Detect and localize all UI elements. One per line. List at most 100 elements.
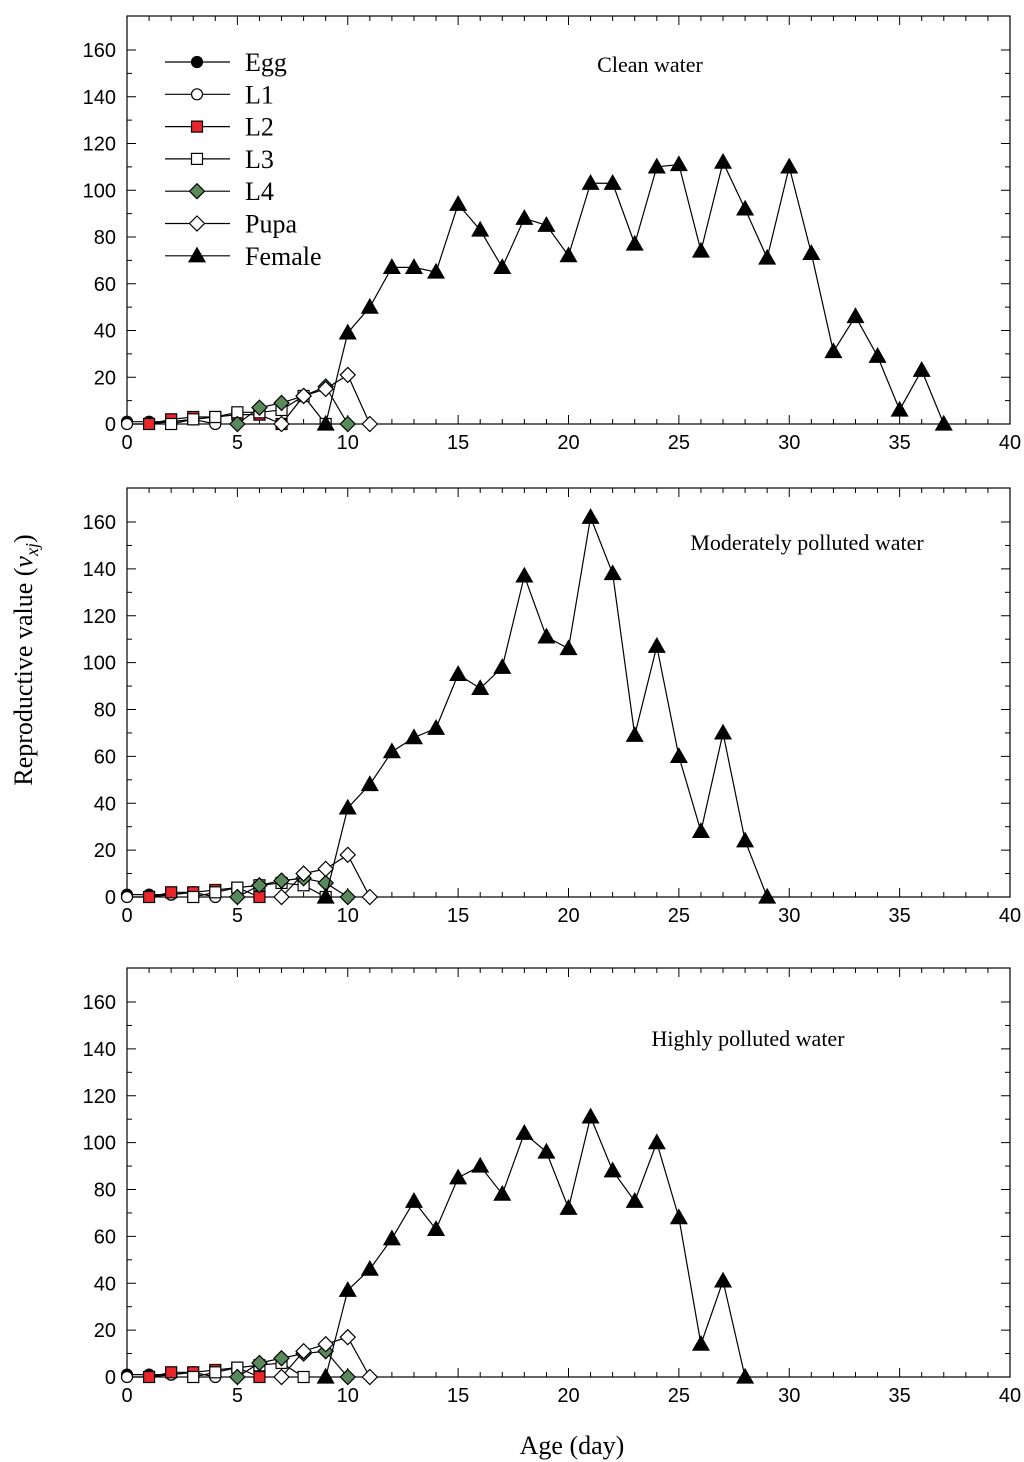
data-point-female — [449, 195, 468, 211]
x-tick-label: 15 — [447, 1385, 469, 1407]
data-point-pupa — [295, 387, 312, 405]
data-point-female — [758, 248, 777, 265]
y-tick-label: 140 — [83, 87, 116, 109]
y-tick-label: 160 — [83, 40, 116, 62]
data-point-l2 — [253, 1370, 266, 1384]
data-point-l2 — [142, 417, 156, 431]
data-point-female — [603, 564, 622, 581]
y-tick-label: 140 — [83, 1039, 116, 1061]
data-point-female — [758, 887, 777, 904]
x-tick-label: 25 — [668, 1385, 690, 1407]
data-point-female — [691, 1334, 710, 1351]
data-point-pupa — [317, 380, 335, 398]
data-point-female — [713, 152, 733, 169]
y-tick-label: 80 — [94, 1180, 116, 1202]
data-point-female — [691, 241, 710, 258]
data-point-female — [449, 665, 468, 681]
data-point-female — [449, 1168, 468, 1185]
x-tick-label: 10 — [337, 1385, 359, 1407]
data-point-pupa — [317, 860, 335, 878]
data-point-female — [316, 414, 335, 431]
data-point-female — [736, 199, 755, 216]
data-point-pupa — [273, 1368, 290, 1386]
y-tick-label: 20 — [94, 840, 116, 862]
x-tick-label: 20 — [557, 432, 579, 454]
x-tick-label: 0 — [121, 1385, 132, 1407]
x-tick-label: 30 — [778, 432, 800, 454]
data-point-l1 — [120, 890, 134, 904]
data-point-female — [890, 400, 909, 417]
data-point-pupa — [361, 415, 379, 433]
data-point-l4 — [229, 1368, 246, 1386]
data-point-l2 — [142, 1370, 156, 1384]
data-point-pupa — [295, 1342, 312, 1360]
series-line-female — [325, 160, 945, 425]
data-point-l4 — [251, 876, 268, 894]
data-point-l4 — [229, 415, 246, 433]
data-point-female — [537, 216, 556, 232]
y-tick-label: 20 — [94, 367, 116, 389]
panel-title: Clean water — [597, 52, 703, 77]
x-tick-label: 20 — [557, 905, 579, 927]
data-point-female — [537, 1142, 556, 1159]
x-tick-label: 25 — [668, 432, 690, 454]
x-tick-label: 35 — [889, 905, 911, 927]
data-point-l4 — [273, 394, 290, 412]
data-point-female — [316, 1367, 335, 1384]
data-point-female — [427, 262, 446, 279]
y-axis-label: Reproductive value (vxj) — [9, 534, 42, 785]
data-point-female — [515, 566, 534, 583]
data-point-l4 — [339, 888, 357, 906]
data-point-female — [868, 347, 887, 363]
data-point-female — [603, 1161, 622, 1178]
data-point-female — [493, 658, 512, 674]
data-point-female — [559, 246, 578, 263]
data-point-female — [360, 775, 379, 792]
legend-label-pupa: Pupa — [245, 210, 297, 239]
legend-marker-l4 — [188, 182, 206, 200]
x-tick-label: 30 — [778, 905, 800, 927]
data-point-female — [427, 719, 446, 735]
data-point-female — [713, 1271, 733, 1288]
data-point-female — [427, 1220, 446, 1236]
y-tick-label: 140 — [83, 559, 116, 581]
data-point-female — [802, 244, 821, 260]
data-point-female — [581, 174, 600, 190]
panel-title: Highly polluted water — [651, 1026, 845, 1051]
y-tick-label: 0 — [105, 414, 116, 436]
data-point-female — [647, 1133, 666, 1150]
data-point-female — [736, 1367, 755, 1384]
legend-marker-l2 — [190, 120, 204, 133]
legend-marker-l1 — [190, 88, 204, 101]
data-point-l2 — [165, 886, 178, 899]
data-point-l3 — [165, 417, 178, 431]
data-point-l3 — [187, 890, 200, 904]
x-tick-label: 5 — [232, 1385, 243, 1407]
data-point-female — [934, 414, 953, 431]
data-point-female — [360, 1259, 379, 1276]
data-point-pupa — [339, 1328, 357, 1346]
data-point-l2 — [142, 890, 156, 904]
data-point-l4 — [273, 872, 290, 889]
data-point-female — [603, 174, 622, 190]
y-tick-label: 60 — [94, 274, 116, 296]
x-tick-label: 0 — [121, 905, 132, 927]
data-point-l1 — [120, 417, 134, 431]
data-point-female — [780, 157, 799, 174]
data-point-l4 — [273, 1349, 290, 1367]
x-tick-label: 25 — [668, 905, 690, 927]
data-point-female — [824, 342, 843, 359]
data-point-female — [404, 258, 424, 274]
legend-label-egg: Egg — [245, 48, 287, 77]
y-tick-label: 100 — [83, 1133, 116, 1155]
data-point-female — [404, 728, 424, 745]
legend-marker-pupa — [188, 215, 206, 232]
x-tick-label: 40 — [999, 905, 1021, 927]
data-point-female — [338, 798, 357, 815]
data-point-female — [581, 1107, 600, 1124]
data-point-l3 — [209, 886, 222, 899]
y-tick-label: 100 — [83, 180, 116, 202]
data-point-female — [471, 1156, 490, 1173]
legend-label-l3: L3 — [245, 145, 274, 174]
